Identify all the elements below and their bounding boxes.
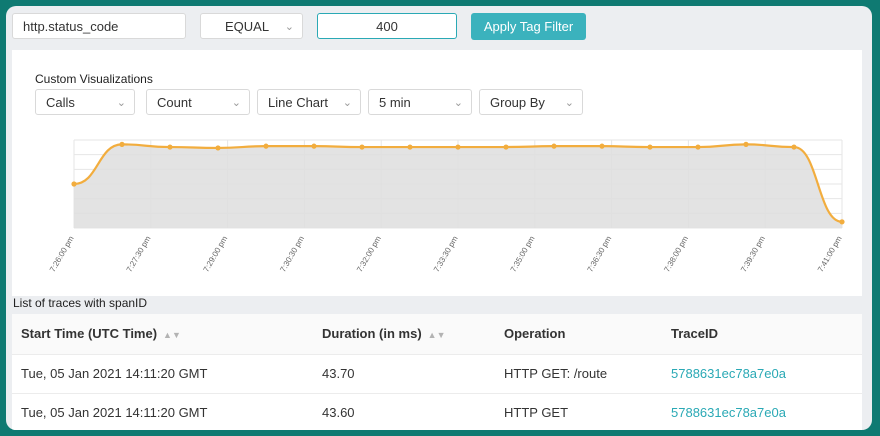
chevron-down-icon: ⌄: [564, 97, 574, 109]
x-tick-label: 7:30:30 pm: [278, 234, 306, 273]
entity-value: Calls: [46, 95, 75, 110]
apply-tag-filter-button[interactable]: Apply Tag Filter: [471, 13, 586, 40]
traces-section: List of traces with spanID Start Time (U…: [6, 296, 872, 430]
data-point: [791, 144, 797, 150]
cell-duration: 43.70: [322, 366, 355, 381]
sort-icon[interactable]: ▲▼: [163, 330, 181, 340]
interval-value: 5 min: [379, 95, 411, 110]
cell-start-time: Tue, 05 Jan 2021 14:11:20 GMT: [21, 366, 208, 381]
tag-value-input[interactable]: 400: [317, 13, 457, 39]
app-frame: http.status_code EQUAL ⌄ 400 Apply Tag F…: [6, 6, 872, 430]
sort-icon[interactable]: ▲▼: [427, 330, 446, 340]
data-point: [599, 143, 605, 149]
table-row[interactable]: Tue, 05 Jan 2021 14:11:20 GMT 43.60 HTTP…: [12, 394, 862, 430]
column-duration-label: Duration (in ms): [322, 326, 422, 341]
aggregation-select[interactable]: Count ⌄: [146, 89, 250, 115]
x-tick-label: 7:36:30 pm: [586, 234, 614, 273]
trace-id-link[interactable]: 5788631ec78a7e0a: [671, 366, 786, 381]
x-tick-label: 7:27:30 pm: [125, 234, 153, 273]
aggregation-value: Count: [157, 95, 192, 110]
chevron-down-icon: ⌄: [284, 21, 294, 33]
column-start-time-label: Start Time (UTC Time): [21, 326, 158, 341]
chevron-down-icon: ⌄: [342, 97, 352, 109]
x-tick-label: 7:38:00 pm: [662, 234, 690, 273]
series-area: [74, 144, 842, 228]
data-point: [215, 145, 221, 151]
chevron-down-icon: ⌄: [231, 97, 241, 109]
table-row[interactable]: Tue, 05 Jan 2021 14:11:20 GMT 43.70 HTTP…: [12, 355, 862, 394]
visualization-panel: Custom Visualizations Calls ⌄ Count ⌄ Li…: [12, 50, 862, 296]
chevron-down-icon: ⌄: [116, 97, 126, 109]
column-duration[interactable]: Duration (in ms) ▲▼: [322, 314, 446, 355]
cell-duration: 43.60: [322, 405, 355, 420]
x-tick-label: 7:39:30 pm: [739, 234, 767, 273]
data-point: [311, 143, 317, 149]
cell-operation: HTTP GET: [504, 405, 569, 420]
data-point: [263, 143, 269, 149]
group-by-select[interactable]: Group By ⌄: [479, 89, 583, 115]
data-point: [119, 141, 125, 147]
interval-select[interactable]: 5 min ⌄: [368, 89, 472, 115]
column-traceid: TraceID: [671, 326, 718, 341]
data-point: [647, 144, 653, 150]
entity-select[interactable]: Calls ⌄: [35, 89, 135, 115]
tag-filter-bar: http.status_code EQUAL ⌄ 400 Apply Tag F…: [6, 6, 872, 50]
data-point: [695, 144, 701, 150]
tag-key-input[interactable]: http.status_code: [12, 13, 186, 39]
view-select[interactable]: Line Chart ⌄: [257, 89, 361, 115]
table-header: Start Time (UTC Time) ▲▼ Duration (in ms)…: [12, 314, 862, 355]
trace-id-link[interactable]: 5788631ec78a7e0a: [671, 405, 786, 420]
data-point: [407, 144, 413, 150]
x-tick-label: 7:32:00 pm: [355, 234, 383, 273]
view-value: Line Chart: [268, 95, 328, 110]
x-tick-label: 7:26:00 pm: [48, 234, 76, 273]
column-start-time[interactable]: Start Time (UTC Time) ▲▼: [21, 314, 181, 355]
chevron-down-icon: ⌄: [453, 97, 463, 109]
data-point: [359, 144, 365, 150]
traces-table: Start Time (UTC Time) ▲▼ Duration (in ms)…: [12, 314, 862, 430]
x-tick-label: 7:33:30 pm: [432, 234, 460, 273]
visualization-title: Custom Visualizations: [35, 72, 153, 86]
x-tick-label: 7:35:00 pm: [509, 234, 537, 273]
data-point: [71, 181, 77, 187]
traces-title: List of traces with spanID: [13, 296, 148, 310]
data-point: [167, 144, 173, 150]
cell-operation: HTTP GET: /route: [504, 366, 608, 381]
line-chart: 7:26:00 pm 7:27:30 pm 7:29:00 pm 7:30:30 pm…: [48, 139, 845, 274]
data-point: [839, 219, 845, 225]
operator-select[interactable]: EQUAL ⌄: [200, 13, 303, 39]
data-point: [455, 144, 461, 150]
group-by-value: Group By: [490, 95, 545, 110]
column-operation: Operation: [504, 326, 566, 341]
operator-value: EQUAL: [225, 19, 270, 34]
cell-start-time: Tue, 05 Jan 2021 14:11:20 GMT: [21, 405, 208, 420]
x-tick-label: 7:29:00 pm: [202, 234, 230, 273]
data-point: [503, 144, 509, 150]
data-point: [743, 141, 749, 147]
data-point: [551, 143, 557, 149]
x-tick-label: 7:41:00 pm: [816, 234, 844, 273]
